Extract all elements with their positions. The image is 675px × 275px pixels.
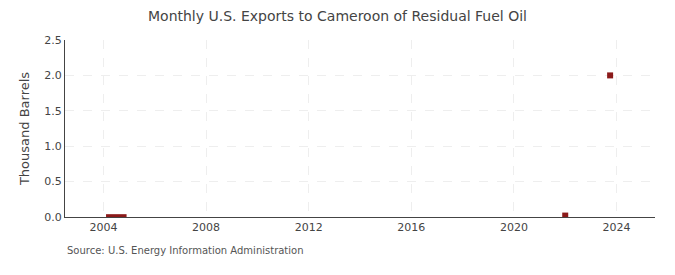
svg-text:2012: 2012	[295, 221, 323, 234]
svg-text:2020: 2020	[500, 221, 528, 234]
svg-text:2008: 2008	[192, 221, 220, 234]
svg-text:Monthly U.S. Exports to Camero: Monthly U.S. Exports to Cameroon of Resi…	[148, 8, 527, 24]
svg-text:Thousand Barrels: Thousand Barrels	[17, 72, 32, 186]
svg-text:Source: U.S. Energy Informatio: Source: U.S. Energy Information Administ…	[67, 245, 304, 256]
svg-text:0.5: 0.5	[44, 175, 62, 188]
svg-text:2024: 2024	[603, 221, 631, 234]
svg-text:2.0: 2.0	[44, 69, 62, 82]
svg-text:1.0: 1.0	[44, 140, 62, 153]
svg-text:2016: 2016	[397, 221, 425, 234]
svg-text:0.0: 0.0	[44, 211, 62, 224]
svg-text:1.5: 1.5	[44, 105, 62, 118]
svg-text:2.5: 2.5	[44, 34, 62, 47]
svg-text:2004: 2004	[89, 221, 117, 234]
